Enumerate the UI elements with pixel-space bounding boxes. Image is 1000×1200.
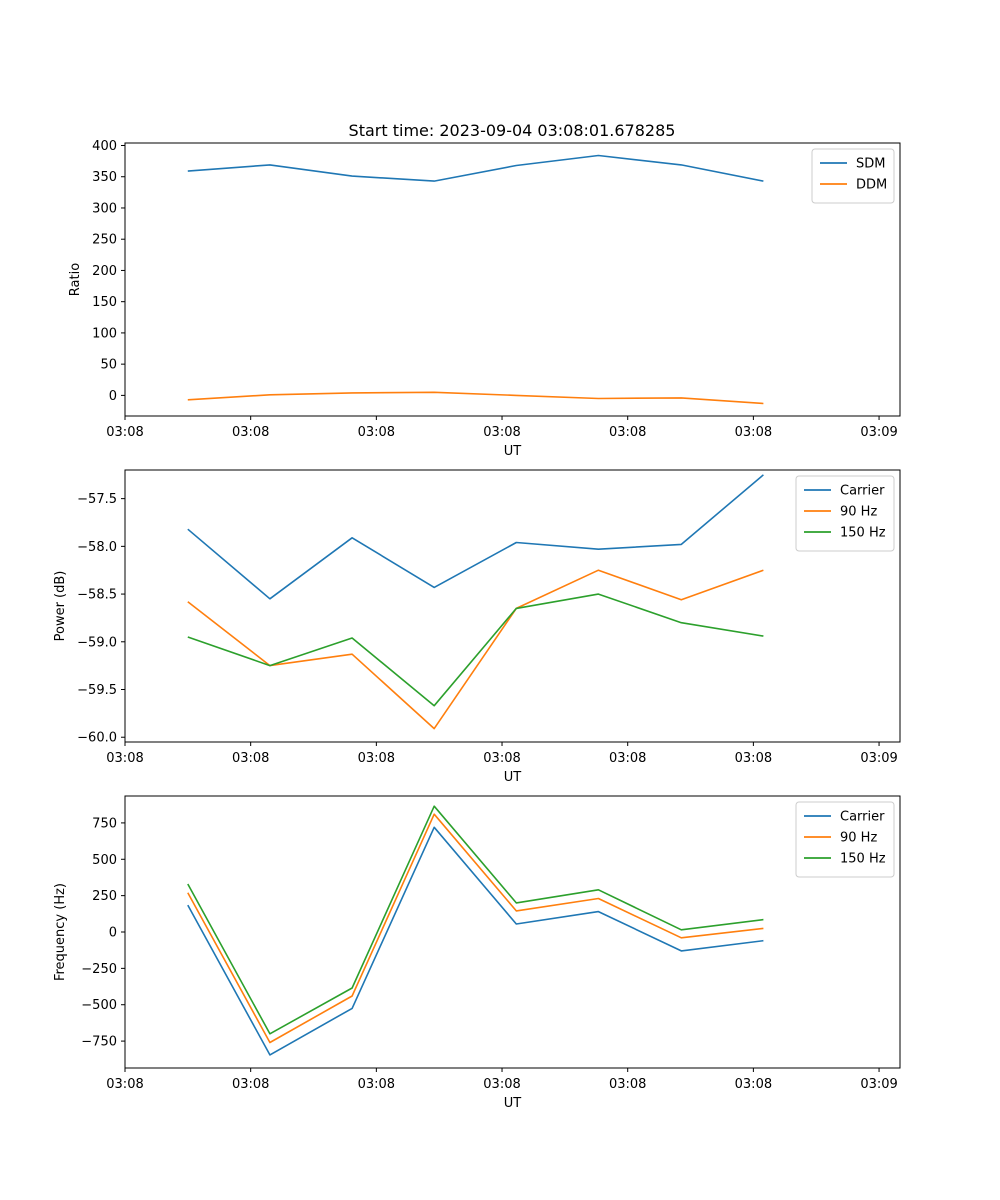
legend: Carrier 90 Hz 150 Hz: [795, 475, 895, 552]
x-tick-label: 03:09: [860, 425, 897, 440]
series-line-150-hz: [187, 805, 764, 1035]
series-line-90-hz: [187, 569, 764, 730]
series-line-carrier: [187, 826, 764, 1056]
y-tick-label: 750: [92, 816, 117, 831]
x-tick-label: 03:09: [860, 751, 897, 766]
series-line-carrier: [187, 474, 764, 600]
x-tick-label: 03:08: [735, 1077, 772, 1092]
x-tick-label: 03:08: [358, 751, 395, 766]
legend-label: 90 Hz: [840, 831, 877, 846]
legend-label: Carrier: [840, 810, 885, 825]
y-axis-label: Power (dB): [53, 571, 68, 642]
y-tick-label: −58.5: [77, 588, 117, 603]
legend-label: DDM: [856, 178, 887, 193]
series-line-150-hz: [187, 593, 764, 707]
x-axis-label: UT: [504, 770, 522, 785]
x-tick-label: 03:08: [735, 425, 772, 440]
y-tick-label: −250: [81, 962, 117, 977]
y-tick-label: 500: [92, 853, 117, 868]
y-tick-label: −58.0: [77, 540, 117, 555]
y-tick-label: −60.0: [77, 731, 117, 746]
y-tick-label: 350: [92, 170, 117, 185]
y-tick-label: 400: [92, 139, 117, 154]
legend: Carrier 90 Hz 150 Hz: [795, 801, 895, 878]
x-tick-label: 03:08: [106, 1077, 143, 1092]
x-tick-label: 03:08: [232, 425, 269, 440]
plot-frame: [124, 142, 901, 417]
x-tick-label: 03:08: [735, 751, 772, 766]
x-tick-label: 03:08: [609, 751, 646, 766]
x-tick-label: 03:08: [609, 425, 646, 440]
legend-label: SDM: [856, 157, 885, 172]
chart-panel-3: 03:08 03:08 03:08 03:08 03:08 03:08 03:09 −750 −…: [53, 795, 901, 1111]
chart-panel-1: 03:08 03:08 03:08 03:08 03:08 03:08 03:09 0 50 10…: [68, 139, 901, 459]
chart-panel-2: 03:08 03:08 03:08 03:08 03:08 03:08 03:09 −60.0…: [53, 469, 901, 785]
legend-label: Carrier: [840, 484, 885, 499]
x-tick-label: 03:08: [358, 1077, 395, 1092]
x-tick-label: 03:09: [860, 1077, 897, 1092]
y-tick-label: −59.5: [77, 683, 117, 698]
legend: SDM DDM: [811, 148, 895, 204]
x-tick-label: 03:08: [483, 1077, 520, 1092]
y-tick-label: 100: [92, 326, 117, 341]
legend-label: 150 Hz: [840, 852, 886, 867]
x-tick-label: 03:08: [483, 425, 520, 440]
y-axis-label: Frequency (Hz): [53, 883, 68, 981]
x-axis-label: UT: [504, 444, 522, 459]
y-tick-label: −57.5: [77, 492, 117, 507]
y-tick-label: 50: [100, 358, 117, 373]
y-tick-label: 250: [92, 233, 117, 248]
plot-frame: [124, 469, 901, 743]
x-tick-label: 03:08: [483, 751, 520, 766]
y-tick-label: 0: [109, 926, 117, 941]
x-tick-label: 03:08: [106, 425, 143, 440]
x-tick-label: 03:08: [106, 751, 143, 766]
x-tick-label: 03:08: [232, 1077, 269, 1092]
x-tick-label: 03:08: [232, 751, 269, 766]
y-tick-label: 250: [92, 889, 117, 904]
y-axis-label: Ratio: [68, 263, 83, 296]
x-tick-label: 03:08: [609, 1077, 646, 1092]
x-tick-label: 03:08: [358, 425, 395, 440]
y-tick-label: 200: [92, 264, 117, 279]
y-tick-label: 150: [92, 295, 117, 310]
y-tick-label: −500: [81, 998, 117, 1013]
y-tick-label: 0: [109, 389, 117, 404]
legend-label: 90 Hz: [840, 505, 877, 520]
figure-title: Start time: 2023-09-04 03:08:01.678285: [349, 121, 676, 140]
legend-label: 150 Hz: [840, 526, 886, 541]
plot-frame: [124, 795, 901, 1069]
series-line-sdm: [187, 154, 764, 182]
y-tick-label: −59.0: [77, 635, 117, 650]
series-line-90-hz: [187, 813, 764, 1044]
y-tick-label: −750: [81, 1035, 117, 1050]
y-tick-label: 300: [92, 201, 117, 216]
x-axis-label: UT: [504, 1096, 522, 1111]
series-line-ddm: [187, 391, 764, 405]
